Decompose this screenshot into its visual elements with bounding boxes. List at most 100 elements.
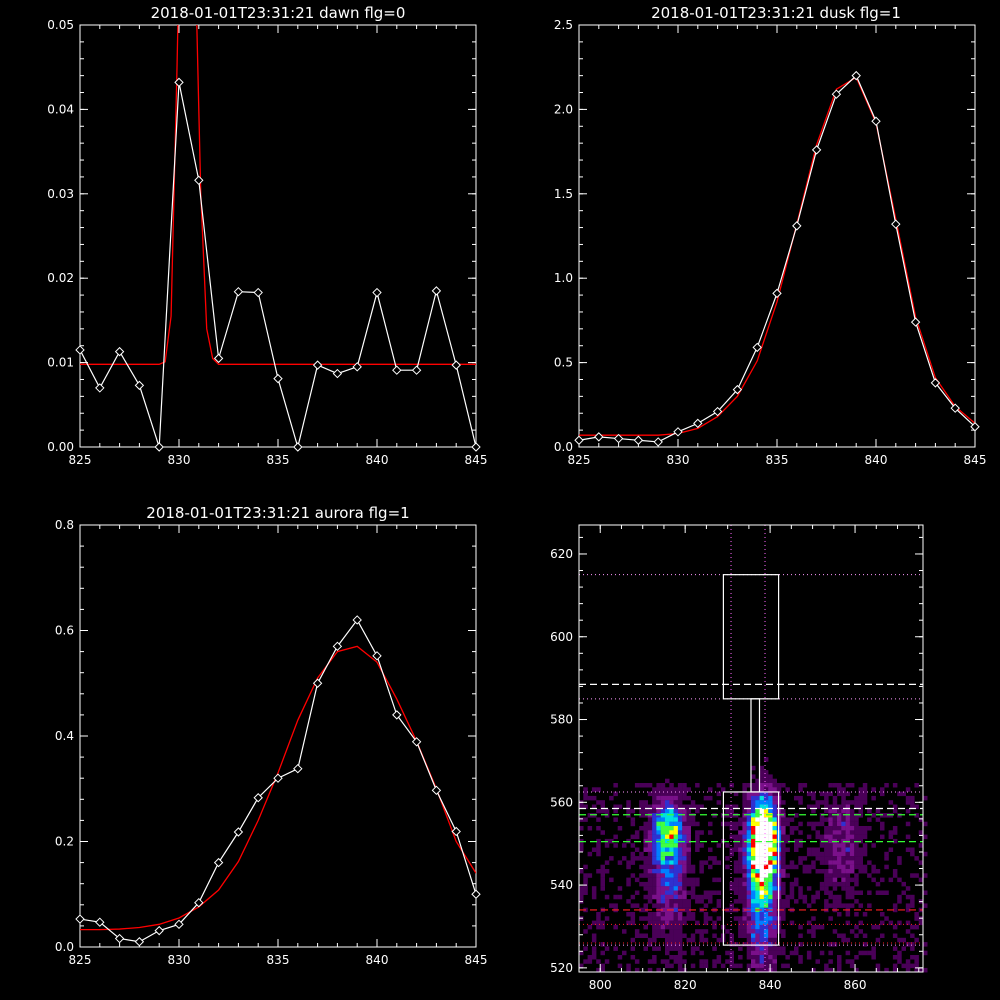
heatmap-cell: [690, 950, 696, 956]
heatmap-cell: [673, 856, 679, 861]
heatmap-cell: [867, 950, 872, 956]
heatmap-cell: [742, 864, 747, 870]
heatmap-cell: [867, 808, 872, 814]
heatmap-cell: [768, 877, 773, 883]
heatmap-cell: [660, 817, 666, 822]
heatmap-cell: [673, 847, 679, 852]
heatmap-cell: [768, 791, 773, 797]
dusk-spectrum-panel: 2018-01-01T23:31:21 dusk flg=1 825 830 835…: [554, 4, 987, 467]
heatmap-cell: [794, 899, 799, 904]
image-x-tick-label: 840: [759, 978, 782, 992]
heatmap-cell: [686, 899, 691, 904]
heatmap-cell: [763, 903, 769, 908]
heatmap-cell: [677, 795, 683, 801]
heatmap-cell: [832, 864, 838, 870]
heatmap-cell: [897, 959, 902, 964]
heatmap-cell: [626, 800, 631, 805]
heatmap-cell: [742, 869, 747, 874]
heatmap-cell: [695, 783, 700, 788]
heatmap-cell: [910, 847, 915, 852]
heatmap-cell: [673, 843, 679, 848]
heatmap-cell: [695, 899, 700, 904]
heatmap-cell: [768, 929, 773, 934]
heatmap-cell: [875, 967, 881, 973]
heatmap-cell: [673, 869, 679, 874]
heatmap-cell: [824, 826, 829, 831]
heatmap-cell: [729, 783, 734, 788]
heatmap-cell: [828, 873, 833, 878]
heatmap-cell: [854, 933, 859, 938]
heatmap-cell: [845, 937, 851, 943]
heatmap-cell: [677, 886, 683, 891]
heatmap-cell: [892, 924, 898, 930]
heatmap-cell: [729, 903, 734, 908]
heatmap-cell: [837, 894, 842, 900]
heatmap-cell: [690, 869, 696, 874]
heatmap-cell: [677, 912, 683, 917]
heatmap-cell: [798, 787, 803, 792]
heatmap-cell: [819, 924, 825, 930]
dawn-y-tick-label: 0.00: [47, 440, 74, 454]
heatmap-cell: [841, 937, 846, 943]
heatmap-cell: [832, 942, 838, 947]
dusk-data-point: [693, 418, 703, 429]
heatmap-cell: [669, 791, 674, 797]
heatmap-cell: [677, 847, 683, 852]
aurora-x-tick-label: 845: [465, 953, 488, 967]
heatmap-cell: [832, 860, 838, 865]
heatmap-cell: [768, 813, 773, 818]
heatmap-cell: [802, 899, 808, 904]
heatmap-cell: [742, 795, 747, 801]
heatmap-cell: [862, 933, 868, 938]
heatmap-cell: [652, 800, 657, 805]
heatmap-cell: [871, 924, 876, 930]
heatmap-cell: [828, 851, 833, 857]
aurora-data-point: [471, 889, 481, 899]
heatmap-cell: [892, 955, 898, 960]
heatmap-cell: [677, 899, 683, 904]
heatmap-cell: [746, 899, 752, 904]
heatmap-cell: [772, 890, 777, 895]
heatmap-cell: [682, 894, 687, 900]
heatmap-cell: [854, 860, 859, 865]
heatmap-cell: [755, 800, 760, 805]
image-y-tick-label: 600: [550, 630, 573, 644]
heatmap-cell: [892, 804, 898, 809]
heatmap-cell: [630, 808, 636, 814]
heatmap-cell: [660, 869, 666, 874]
heatmap-cell: [699, 959, 704, 964]
heatmap-cell: [652, 808, 657, 814]
heatmap-cell: [738, 890, 743, 895]
heatmap-cell: [600, 924, 605, 930]
heatmap-cell: [677, 791, 683, 797]
heatmap-cell: [854, 955, 859, 960]
heatmap-cell: [751, 869, 756, 874]
heatmap-cell: [746, 924, 752, 930]
heatmap-cell: [781, 929, 786, 934]
heatmap-cell: [824, 963, 829, 969]
heatmap-cell: [677, 890, 683, 895]
heatmap-cell: [910, 924, 915, 930]
heatmap-cell: [660, 890, 666, 895]
heatmap-cell: [634, 783, 640, 788]
heatmap-cell: [669, 955, 674, 960]
heatmap-cell: [725, 929, 730, 934]
heatmap-cell: [677, 804, 683, 809]
dusk-data-point: [831, 89, 842, 99]
heatmap-cell: [768, 894, 773, 900]
heatmap-cell: [768, 856, 773, 861]
heatmap-cell: [677, 946, 683, 951]
heatmap-cell: [798, 783, 803, 788]
heatmap-cell: [888, 920, 894, 926]
heatmap-cell: [656, 899, 661, 904]
heatmap-cell: [832, 783, 838, 788]
heatmap-cell: [785, 903, 790, 908]
heatmap-cell: [652, 856, 657, 861]
heatmap-cell: [643, 894, 648, 900]
heatmap-cell: [768, 912, 773, 917]
dawn-data-point: [174, 77, 184, 88]
heatmap-cell: [841, 856, 846, 861]
heatmap-cell: [686, 804, 691, 809]
heatmap-cell: [755, 843, 760, 848]
